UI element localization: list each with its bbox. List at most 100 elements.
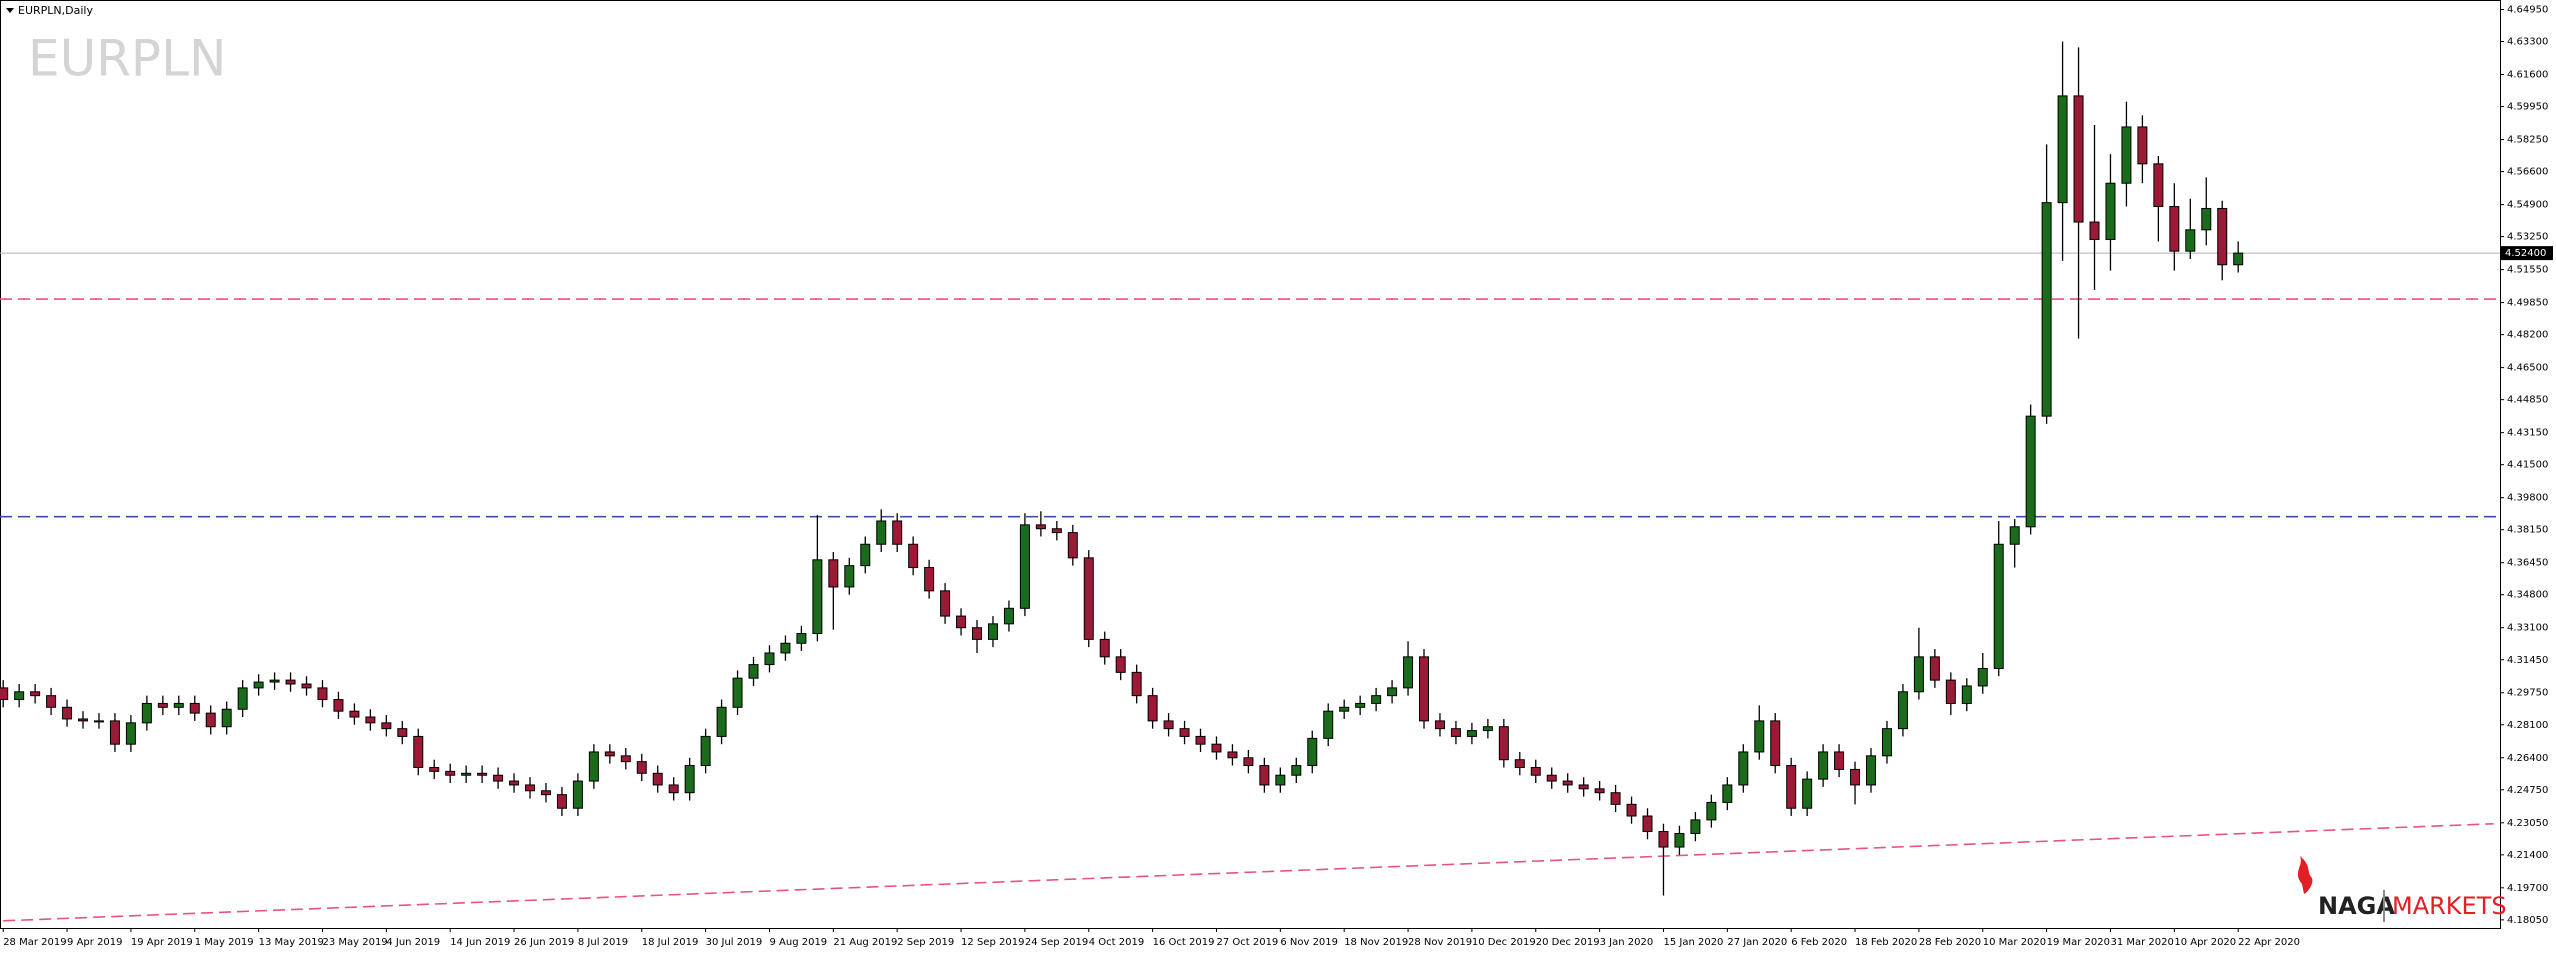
candle-body <box>620 755 631 763</box>
candle-body <box>1387 687 1398 697</box>
candle-body <box>1546 774 1557 782</box>
x-tick-label: 28 Nov 2019 <box>1408 937 1472 948</box>
x-tick-label: 10 Apr 2020 <box>2174 937 2236 948</box>
candle-body <box>1131 671 1142 697</box>
candle-body <box>716 706 727 737</box>
candle-body <box>1754 720 1765 753</box>
candle-body <box>1466 730 1477 737</box>
candle-body <box>1227 751 1238 759</box>
x-tick-label: 26 Jun 2019 <box>514 937 574 948</box>
candle-body <box>540 790 551 796</box>
x-tick-label: 3 Jan 2020 <box>1600 937 1654 948</box>
x-tick-label: 9 Apr 2019 <box>67 937 122 948</box>
candle-body <box>46 695 57 708</box>
candle-body <box>764 652 775 666</box>
candle-body <box>2169 206 2180 252</box>
candle-body <box>1147 695 1158 722</box>
candle-body <box>668 784 679 794</box>
candle-body <box>924 567 935 592</box>
x-tick-label: 30 Jul 2019 <box>706 937 763 948</box>
x-tick-label: 4 Jun 2019 <box>386 937 440 948</box>
x-tick-label: 20 Dec 2019 <box>1536 937 1600 948</box>
candle-body <box>572 780 583 809</box>
candle-body <box>1802 778 1813 809</box>
candle-body <box>1993 543 2004 669</box>
candle-body <box>876 520 887 545</box>
candle-body <box>1498 726 1509 761</box>
candle-body <box>1834 751 1845 770</box>
candle-body <box>525 784 536 792</box>
logo-right: MARKETS <box>2392 892 2507 920</box>
candle-body <box>1259 765 1270 786</box>
candle-body <box>588 751 599 782</box>
logo-left: NAGA <box>2318 892 2395 920</box>
candle-body <box>189 702 200 714</box>
candle-body <box>1722 784 1733 803</box>
x-tick-label: 1 May 2019 <box>195 937 254 948</box>
candle-body <box>1674 832 1685 848</box>
candle-body <box>2009 526 2020 545</box>
candle-body <box>2025 415 2036 528</box>
candle-body <box>125 722 136 745</box>
x-tick-label: 24 Sep 2019 <box>1025 937 1088 948</box>
x-tick-label: 6 Nov 2019 <box>1280 937 1338 948</box>
candle-body <box>93 720 104 723</box>
x-tick-label: 28 Mar 2019 <box>3 937 66 948</box>
logo-flame <box>2297 856 2313 894</box>
x-tick-label: 8 Jul 2019 <box>578 937 628 948</box>
candle-body <box>429 766 440 772</box>
candle-body <box>477 772 488 776</box>
candle-body <box>1339 706 1350 712</box>
candle-body <box>1866 755 1877 786</box>
candle-body <box>1786 765 1797 809</box>
candle-body <box>1323 710 1334 739</box>
candle-body <box>2057 95 2068 204</box>
candle-body <box>2121 126 2132 184</box>
candle-body <box>461 772 472 776</box>
y-tick-label: 4.64950 <box>2507 5 2548 16</box>
candle-body <box>1578 784 1589 790</box>
candle-body <box>493 774 504 782</box>
candle-body <box>700 735 711 767</box>
candle-body <box>237 687 248 710</box>
candle-body <box>1881 728 1892 757</box>
candle-body <box>1818 751 1829 780</box>
candle-body <box>2233 252 2244 266</box>
trendline <box>3 822 2494 922</box>
candle-body <box>365 716 376 724</box>
y-tick-label: 4.23050 <box>2507 818 2548 829</box>
candle-body <box>2185 229 2196 252</box>
y-tick-label: 4.46500 <box>2507 363 2548 374</box>
symbol-label: EURPLN,Daily <box>18 4 93 17</box>
candle-body <box>1355 702 1366 708</box>
x-tick-label: 21 Aug 2019 <box>833 937 897 948</box>
x-tick-label: 18 Nov 2019 <box>1344 937 1408 948</box>
candle-body <box>1275 774 1286 786</box>
candle-body <box>1562 780 1573 786</box>
x-tick-label: 4 Oct 2019 <box>1089 937 1144 948</box>
candle-body <box>1371 695 1382 704</box>
x-tick-label: 16 Oct 2019 <box>1153 937 1215 948</box>
candle-body <box>892 520 903 545</box>
x-tick-label: 9 Aug 2019 <box>769 937 827 948</box>
x-tick-label: 12 Sep 2019 <box>961 937 1024 948</box>
candle-body <box>1961 685 1972 704</box>
candle-body <box>556 794 567 809</box>
menu-arrow <box>6 8 14 13</box>
candle-body <box>1738 751 1749 786</box>
y-tick-label: 4.19700 <box>2507 883 2548 894</box>
candle-body <box>157 702 168 708</box>
y-tick-label: 4.43150 <box>2507 428 2548 439</box>
y-tick-label: 4.33100 <box>2507 623 2548 634</box>
x-tick-label: 22 Apr 2020 <box>2238 937 2300 948</box>
candle-body <box>301 683 312 689</box>
candle-body <box>1035 524 1046 530</box>
candle-body <box>636 761 647 774</box>
candle-body <box>972 627 983 640</box>
x-tick-label: 18 Jul 2019 <box>642 937 699 948</box>
candle-body <box>1099 638 1110 658</box>
candle-body <box>684 765 695 794</box>
candle-body <box>349 710 360 718</box>
y-tick-label: 4.49850 <box>2507 298 2548 309</box>
